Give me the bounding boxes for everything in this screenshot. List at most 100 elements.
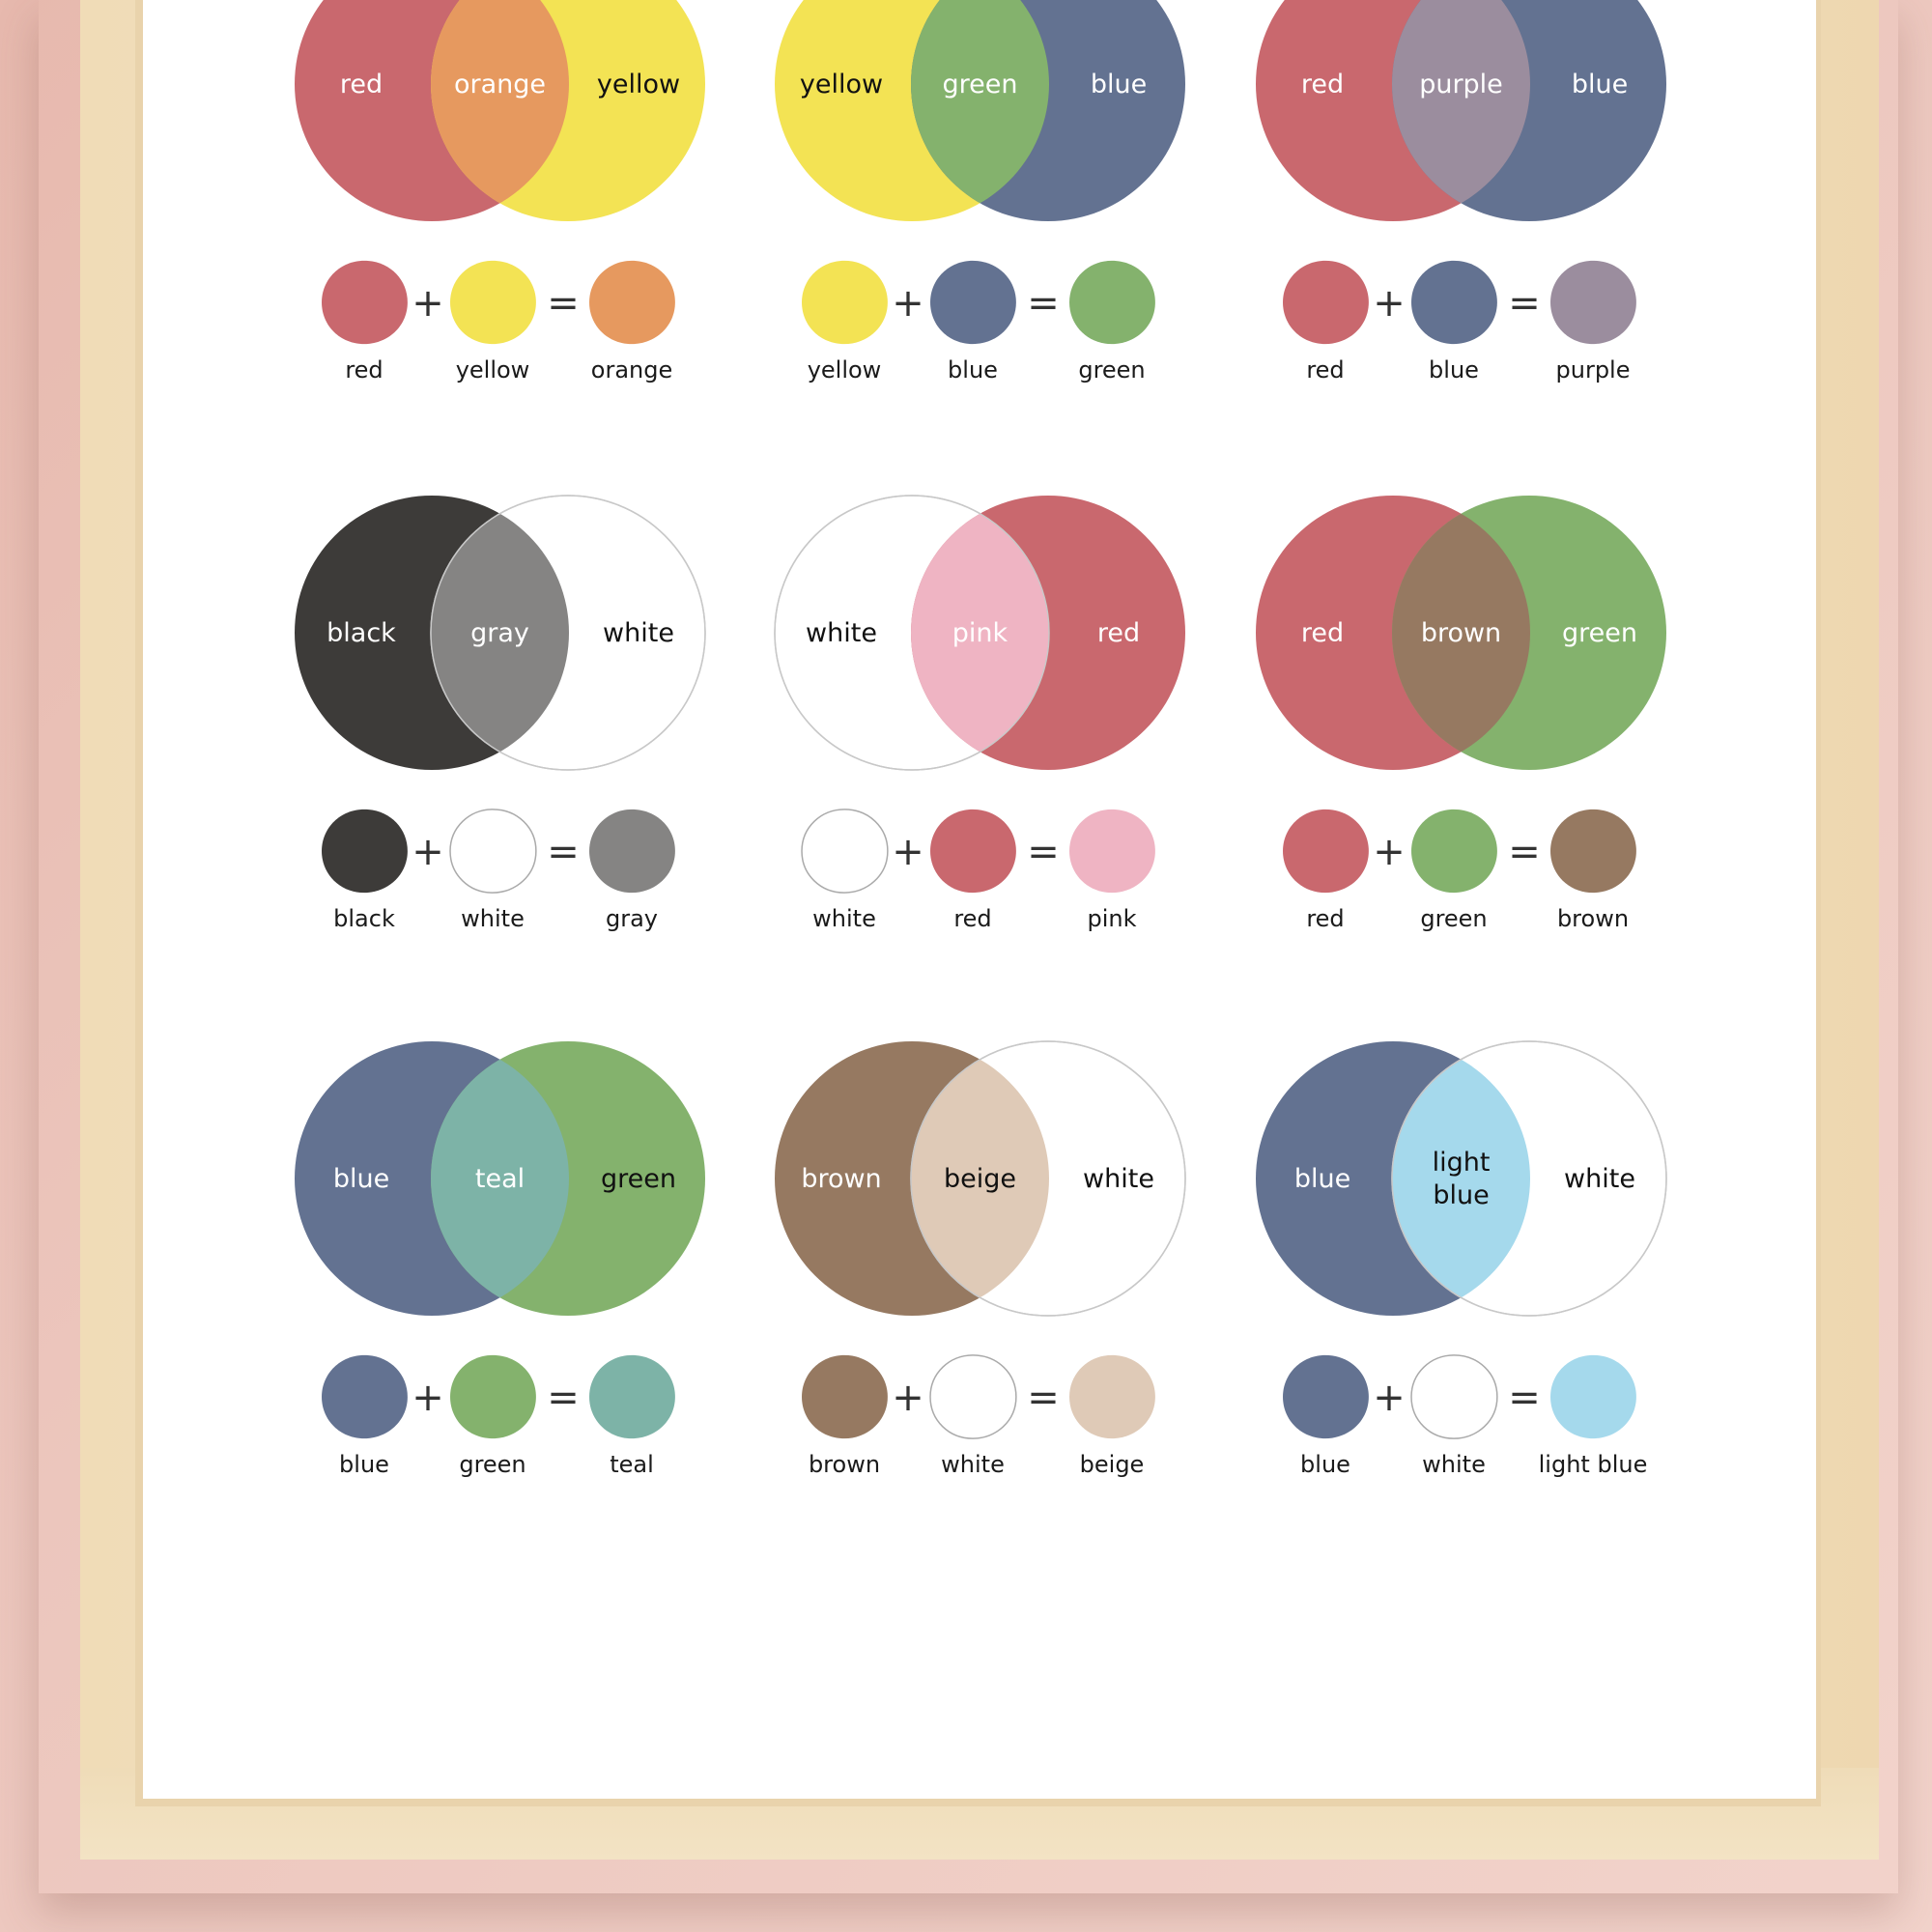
swatch-pink	[1069, 809, 1155, 894]
plus-sign: +	[1373, 1376, 1406, 1420]
swatch-brown	[802, 1354, 888, 1439]
swatch-gray	[589, 809, 675, 894]
swatch-label: gray	[606, 905, 658, 932]
plus-sign: +	[412, 281, 444, 326]
venn-overlap-orange	[431, 0, 569, 221]
swatch-label: blue	[1429, 356, 1479, 384]
equals-sign: =	[1027, 281, 1060, 326]
venn-overlap-green	[911, 0, 1049, 221]
swatch-green	[1411, 809, 1497, 894]
plus-sign: +	[892, 1376, 924, 1420]
swatch-purple	[1550, 260, 1636, 345]
mix-group-pink: white red pink white red pink + =	[774, 495, 1185, 932]
swatch-brown	[1550, 809, 1636, 894]
swatch-blue	[1411, 260, 1497, 345]
swatch-label: white	[812, 905, 876, 932]
venn-label-left: red	[1301, 70, 1344, 99]
venn-label-right: green	[1562, 618, 1637, 648]
venn-overlap-pink	[911, 496, 1049, 770]
plus-sign: +	[892, 830, 924, 874]
venn-label-mix: beige	[944, 1164, 1016, 1194]
venn-label-right: blue	[1091, 70, 1147, 99]
venn-overlap-beige	[911, 1041, 1049, 1316]
venn-label-mix-line: light	[1433, 1148, 1491, 1178]
swatch-label: red	[345, 356, 383, 384]
swatch-label: brown	[1557, 905, 1629, 932]
swatch-label: purple	[1556, 356, 1631, 384]
swatch-red	[1283, 809, 1369, 894]
swatch-green	[450, 1354, 536, 1439]
venn-outline-right	[1391, 1040, 1667, 1317]
venn-label-left: blue	[333, 1164, 389, 1194]
mix-group-beige: brown white beige brown white beige + =	[775, 1040, 1186, 1478]
equals-sign: =	[1027, 1376, 1060, 1420]
venn-label-mix: purple	[1419, 70, 1503, 99]
swatch-white	[929, 1354, 1017, 1439]
venn-label-mix: orange	[454, 70, 546, 99]
venn-label-right: green	[601, 1164, 676, 1194]
mix-group-gray: black white gray black white gray + =	[295, 495, 706, 932]
mix-group-green: yellow blue green yellow blue green + =	[775, 0, 1185, 384]
venn-label-right: white	[1564, 1164, 1635, 1194]
swatch-red	[322, 260, 408, 345]
equals-sign: =	[1508, 830, 1541, 874]
swatch-label: green	[459, 1451, 526, 1478]
venn-label-mix: pink	[952, 618, 1009, 648]
mix-group-teal: blue green teal blue green teal + =	[295, 1041, 705, 1478]
mix-group-orange: red yellow orange red yellow orange + =	[295, 0, 705, 384]
venn-label-right: yellow	[597, 70, 680, 99]
venn-label-right: white	[603, 618, 674, 648]
venn-label-mix: brown	[1421, 618, 1501, 648]
swatch-yellow	[802, 260, 888, 345]
plus-sign: +	[1373, 281, 1406, 326]
swatch-white	[801, 809, 889, 894]
venn-outline-right	[910, 1040, 1186, 1317]
venn-label-mix: green	[943, 70, 1018, 99]
swatch-teal	[589, 1354, 675, 1439]
equals-sign: =	[1508, 1376, 1541, 1420]
swatch-white	[449, 809, 537, 894]
swatch-label: red	[1306, 356, 1344, 384]
swatch-label: pink	[1087, 905, 1136, 932]
venn-label-left: brown	[801, 1164, 881, 1194]
venn-overlap-light-blue	[1392, 1041, 1530, 1316]
venn-label-left: blue	[1294, 1164, 1350, 1194]
plus-sign: +	[412, 1376, 444, 1420]
mix-group-brown: red green brown red green brown + =	[1256, 496, 1666, 932]
swatch-label: red	[1306, 905, 1344, 932]
venn-label-left: red	[340, 70, 383, 99]
venn-outline-left	[774, 495, 1050, 771]
swatch-label: orange	[591, 356, 672, 384]
swatch-label: red	[953, 905, 991, 932]
swatch-red	[1283, 260, 1369, 345]
venn-label-right: blue	[1572, 70, 1628, 99]
venn-label-mix-line: blue	[1433, 1180, 1489, 1210]
equals-sign: =	[547, 830, 580, 874]
swatch-label: green	[1078, 356, 1145, 384]
venn-overlap-brown	[1392, 496, 1530, 770]
swatch-label: teal	[610, 1451, 654, 1478]
venn-outline-right	[430, 495, 706, 771]
plus-sign: +	[412, 830, 444, 874]
swatch-label: yellow	[808, 356, 882, 384]
swatch-label: yellow	[456, 356, 530, 384]
venn-label-right: white	[1083, 1164, 1154, 1194]
equals-sign: =	[547, 1376, 580, 1420]
plus-sign: +	[1373, 830, 1406, 874]
venn-overlap-teal	[431, 1041, 569, 1316]
swatch-beige	[1069, 1354, 1155, 1439]
venn-label-mix: teal	[475, 1164, 525, 1194]
venn-label-left: black	[327, 618, 396, 648]
swatch-label: blue	[339, 1451, 389, 1478]
plus-sign: +	[892, 281, 924, 326]
equals-sign: =	[1027, 830, 1060, 874]
venn-label-left: white	[806, 618, 877, 648]
mix-group-purple: red blue purple red blue purple + =	[1256, 0, 1666, 384]
venn-label-left: red	[1301, 618, 1344, 648]
equals-sign: =	[1508, 281, 1541, 326]
swatch-blue	[1283, 1354, 1369, 1439]
swatch-light_blue	[1550, 1354, 1636, 1439]
swatch-label: white	[941, 1451, 1005, 1478]
